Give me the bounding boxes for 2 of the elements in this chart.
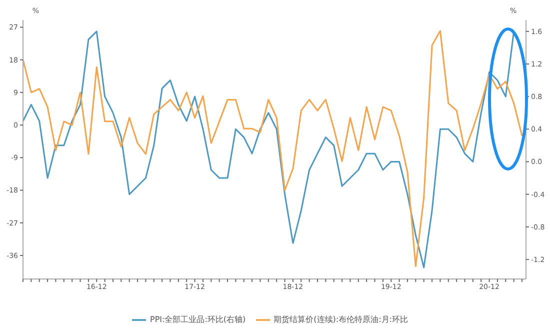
legend-label: 期货结算价(连续):布伦特原油:月:环比 — [274, 315, 408, 324]
legend-label: PPI:全部工业品:环比(右轴) — [150, 315, 246, 324]
